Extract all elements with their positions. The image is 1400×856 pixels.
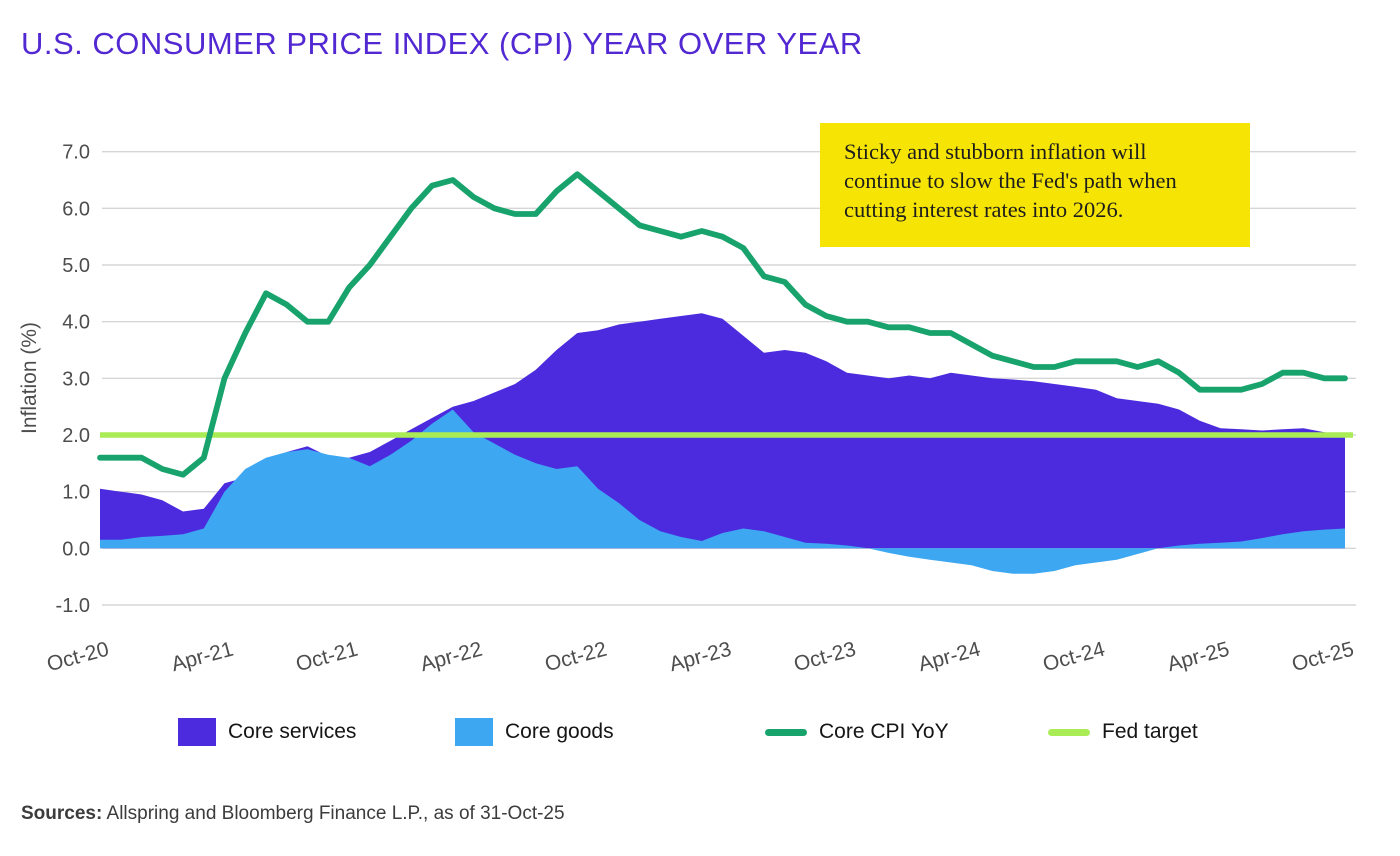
legend: Core services Core goods Core CPI YoY Fed t… bbox=[0, 712, 1400, 752]
legend-swatch-core-services bbox=[178, 718, 216, 746]
x-tick-label: Oct-22 bbox=[542, 638, 609, 677]
legend-label: Fed target bbox=[1102, 720, 1198, 743]
x-tick-label: Oct-21 bbox=[293, 638, 360, 677]
callout-line-3: cutting interest rates into 2026. bbox=[844, 197, 1124, 222]
x-tick-label: Apr-22 bbox=[418, 638, 485, 677]
y-tick-label: 6.0 bbox=[62, 198, 90, 220]
sources-note: Sources: Allspring and Bloomberg Finance… bbox=[21, 803, 565, 825]
y-axis-title: Inflation (%) bbox=[18, 322, 41, 434]
legend-label: Core goods bbox=[505, 720, 614, 743]
legend-label: Core CPI YoY bbox=[819, 720, 949, 743]
y-tick-label: 0.0 bbox=[62, 538, 90, 560]
y-tick-label: 4.0 bbox=[62, 312, 90, 334]
y-tick-label: 5.0 bbox=[62, 255, 90, 277]
legend-item-fed-target: Fed target bbox=[1048, 712, 1198, 752]
callout-note: Sticky and stubborn inflation will conti… bbox=[820, 123, 1250, 247]
core-cpi-line bbox=[97, 171, 1348, 478]
legend-item-core-services: Core services bbox=[178, 712, 356, 752]
x-tick-label: Oct-20 bbox=[44, 638, 111, 677]
sources-label: Sources: bbox=[21, 803, 103, 824]
legend-swatch-core-goods bbox=[455, 718, 493, 746]
x-tick-label: Apr-23 bbox=[667, 638, 734, 677]
legend-item-core-cpi-yoy: Core CPI YoY bbox=[765, 712, 949, 752]
y-tick-label: 2.0 bbox=[62, 425, 90, 447]
legend-swatch-core-cpi-yoy bbox=[765, 728, 807, 736]
callout-line-2: continue to slow the Fed's path when bbox=[844, 168, 1177, 193]
x-tick-label: Apr-25 bbox=[1165, 638, 1232, 677]
x-tick-label: Oct-25 bbox=[1289, 638, 1356, 677]
sources-text: Allspring and Bloomberg Finance L.P., as… bbox=[102, 803, 565, 824]
y-tick-label: 7.0 bbox=[62, 142, 90, 164]
x-tick-label: Oct-24 bbox=[1040, 638, 1107, 677]
legend-item-core-goods: Core goods bbox=[455, 712, 614, 752]
y-tick-label: 1.0 bbox=[62, 482, 90, 504]
core-goods-area bbox=[100, 409, 1345, 574]
x-tick-label: Oct-23 bbox=[791, 638, 858, 677]
y-tick-label: -1.0 bbox=[56, 595, 90, 617]
legend-label: Core services bbox=[228, 720, 357, 743]
page-title: U.S. CONSUMER PRICE INDEX (CPI) YEAR OVE… bbox=[21, 26, 863, 61]
x-tick-label: Apr-24 bbox=[916, 638, 983, 677]
callout-line-1: Sticky and stubborn inflation will bbox=[844, 139, 1147, 164]
y-tick-label: 3.0 bbox=[62, 368, 90, 390]
legend-swatch-fed-target bbox=[1048, 728, 1090, 736]
x-tick-label: Apr-21 bbox=[169, 638, 236, 677]
